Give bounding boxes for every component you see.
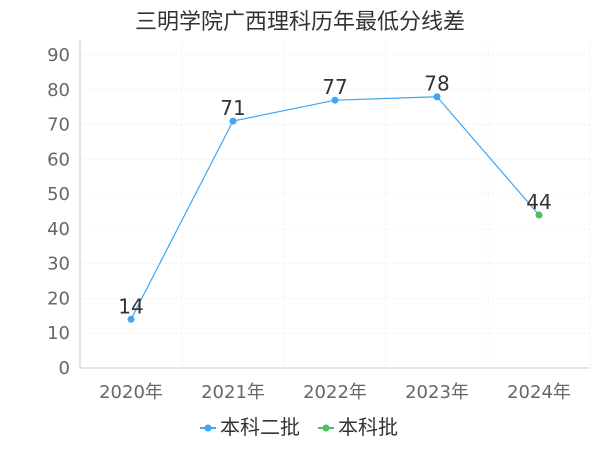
y-tick-label: 10 (47, 323, 70, 344)
y-tick-label: 30 (47, 254, 70, 275)
x-tick-label: 2020年 (99, 382, 163, 403)
legend-label: 本科二批 (220, 415, 300, 439)
data-label: 44 (526, 190, 551, 214)
data-label: 78 (424, 72, 449, 96)
legend-label: 本科批 (338, 415, 398, 439)
data-point (331, 96, 339, 104)
data-point (229, 117, 237, 125)
data-point (535, 211, 543, 219)
x-tick-label: 2021年 (201, 382, 265, 403)
x-tick-label: 2022年 (303, 382, 367, 403)
y-tick-label: 50 (47, 184, 70, 205)
y-tick-label: 0 (59, 358, 70, 379)
y-tick-label: 80 (47, 80, 70, 101)
data-label: 14 (118, 294, 143, 318)
chart-title: 三明学院广西理科历年最低分线差 (134, 10, 465, 35)
y-tick-label: 20 (47, 288, 70, 309)
legend-marker-dot (322, 424, 330, 432)
y-tick-label: 40 (47, 219, 70, 240)
data-point (433, 93, 441, 101)
y-tick-label: 70 (47, 115, 70, 136)
y-tick-label: 60 (47, 149, 70, 170)
series-line (130, 96, 540, 320)
x-tick-label: 2023年 (405, 382, 469, 403)
y-tick-label: 90 (47, 45, 70, 66)
data-point (127, 315, 135, 323)
x-tick-label: 2024年 (507, 382, 571, 403)
data-label: 77 (322, 75, 347, 99)
data-label: 71 (220, 96, 245, 120)
legend-marker-dot (204, 424, 212, 432)
